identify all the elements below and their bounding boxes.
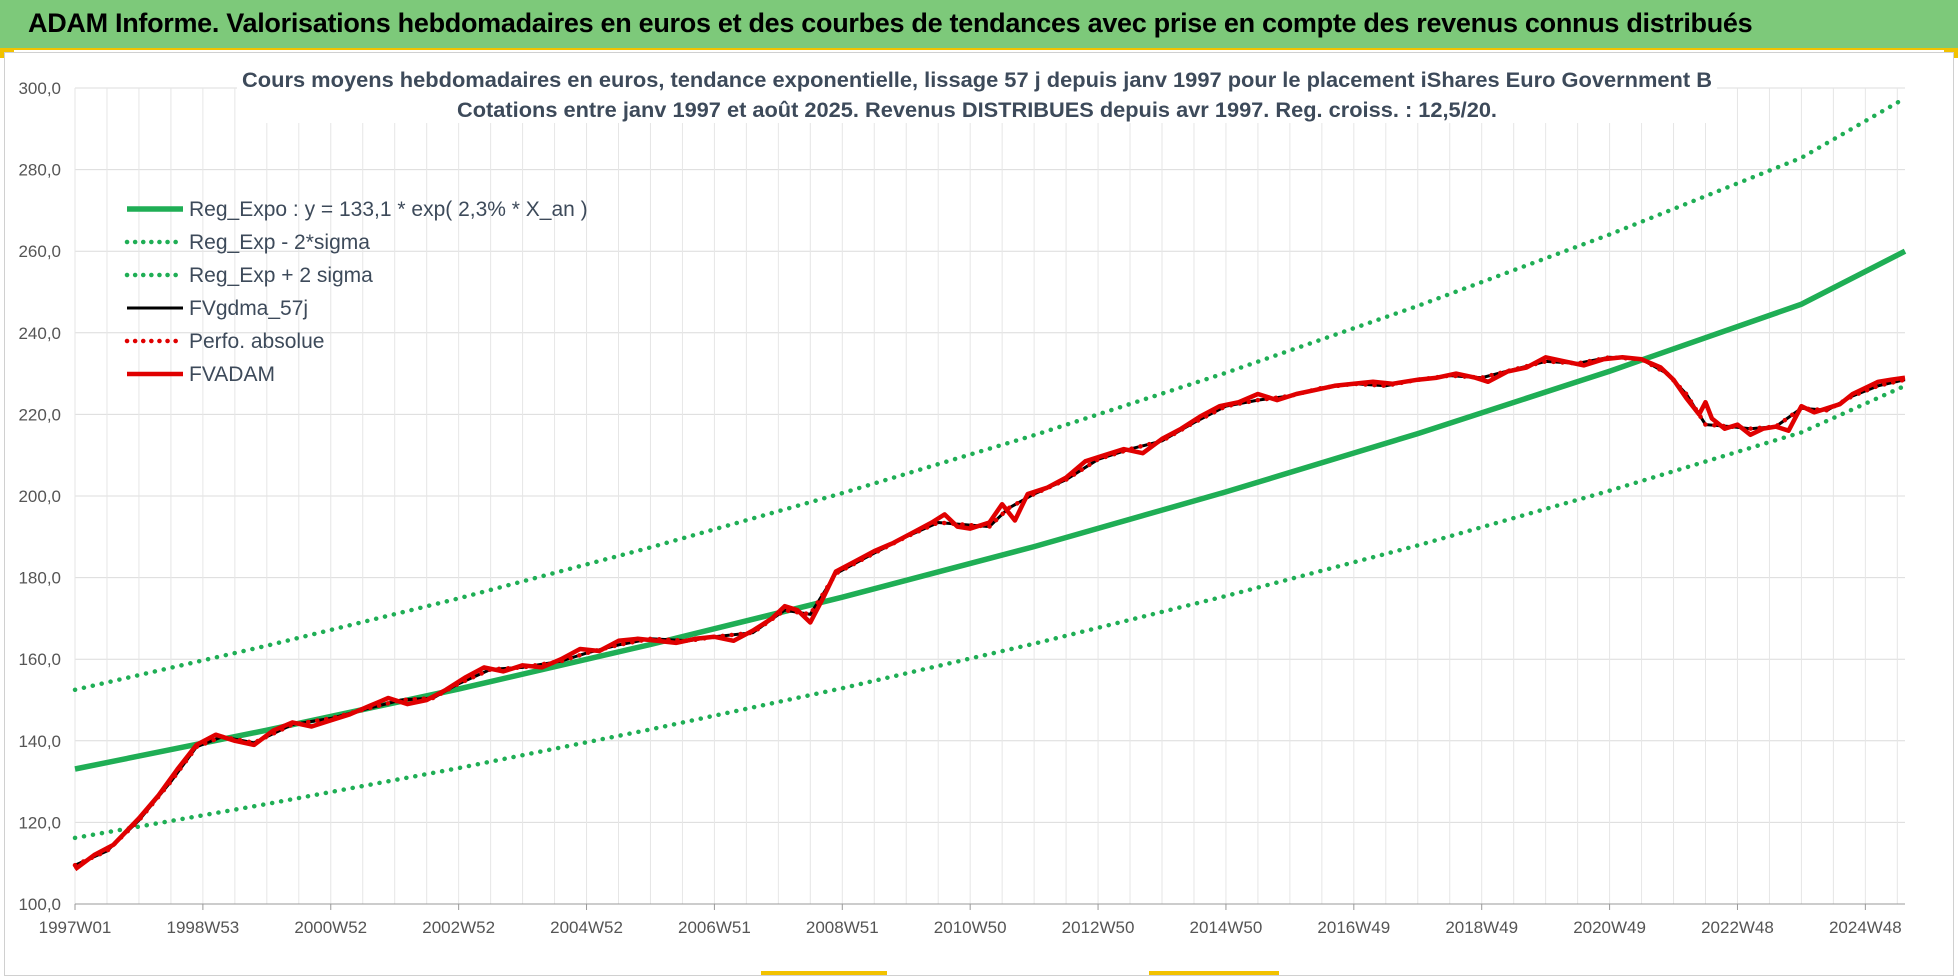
x-tick-label: 2008W51 <box>806 918 879 937</box>
x-tick-label: 1997W01 <box>39 918 112 937</box>
y-tick-label: 200,0 <box>18 487 61 506</box>
series-line-0 <box>74 248 1907 772</box>
y-tick-label: 160,0 <box>18 650 61 669</box>
series-line-5 <box>73 355 1906 872</box>
legend-label-5: FVADAM <box>189 363 275 386</box>
x-tick-label: 2006W51 <box>678 918 751 937</box>
title-backdrop <box>237 65 1717 123</box>
x-tick-label: 2022W48 <box>1701 918 1774 937</box>
y-tick-label: 260,0 <box>18 242 61 261</box>
series-line-4 <box>72 355 1908 868</box>
legend-label-1: Reg_Exp - 2*sigma <box>189 231 370 254</box>
series-line-2 <box>72 95 1908 693</box>
x-tick-label: 2016W49 <box>1317 918 1390 937</box>
chart-titles: Cours moyens hebdomadaires en euros, ten… <box>237 65 1717 123</box>
page-title: ADAM Informe. Valorisations hebdomadaire… <box>28 8 1753 38</box>
header-banner: ADAM Informe. Valorisations hebdomadaire… <box>0 0 1958 50</box>
chart-title: Cours moyens hebdomadaires en euros, ten… <box>242 69 1712 92</box>
x-tick-label: 2004W52 <box>550 918 623 937</box>
legend-label-3: FVgdma_57j <box>189 297 308 320</box>
y-tick-label: 280,0 <box>18 161 61 180</box>
y-tick-label: 120,0 <box>18 813 61 832</box>
x-tick-label: 2018W49 <box>1445 918 1518 937</box>
x-tick-label: 2020W49 <box>1573 918 1646 937</box>
x-tick-label: 2012W50 <box>1062 918 1135 937</box>
chart-container: 100,0 120,0 140,0 160,0 180,0 200,0 220,0 240,0… <box>4 52 1954 976</box>
bottom-mark-1 <box>761 971 887 975</box>
x-tick-label: 1998W53 <box>166 918 239 937</box>
bottom-mark-2 <box>1149 971 1279 975</box>
y-tick-label: 220,0 <box>18 405 61 424</box>
y-tick-label: 300,0 <box>18 79 61 98</box>
line-chart: 100,0 120,0 140,0 160,0 180,0 200,0 220,0 240,0… <box>18 65 1908 937</box>
x-tick-label: 2010W50 <box>934 918 1007 937</box>
series-group <box>72 95 1908 872</box>
x-tick-label: 2024W48 <box>1829 918 1902 937</box>
x-tick-label: 2014W50 <box>1190 918 1263 937</box>
x-tick-label: 2000W52 <box>294 918 367 937</box>
axis-labels: 100,0 120,0 140,0 160,0 180,0 200,0 220,0 240,0… <box>18 79 1905 937</box>
legend-label-2: Reg_Exp + 2 sigma <box>189 264 373 287</box>
legend-label-0: Reg_Expo : y = 133,1 * exp( 2,3% * X_an … <box>189 198 588 221</box>
legend-label-4: Perfo. absolue <box>189 330 324 353</box>
series-line-1 <box>72 383 1908 841</box>
y-tick-label: 180,0 <box>18 569 61 588</box>
y-tick-label: 100,0 <box>18 895 61 914</box>
y-tick-label: 140,0 <box>18 732 61 751</box>
legend: Reg_Expo : y = 133,1 * exp( 2,3% * X_an … <box>124 198 588 386</box>
x-tick-label: 2002W52 <box>422 918 495 937</box>
series-line-3 <box>74 355 1906 867</box>
chart-subtitle: Cotations entre janv 1997 et août 2025. … <box>457 99 1497 122</box>
y-tick-label: 240,0 <box>18 324 61 343</box>
